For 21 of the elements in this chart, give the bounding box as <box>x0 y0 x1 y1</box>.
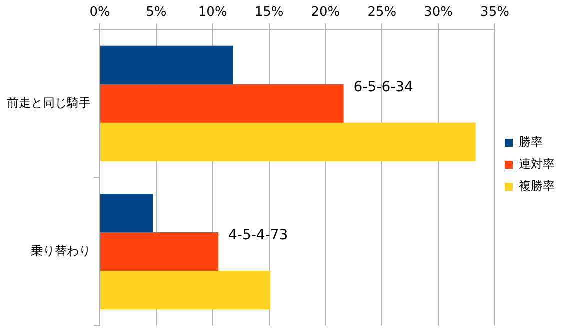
x-tick-label: 10% <box>198 5 228 20</box>
legend-label: 勝率 <box>519 135 543 150</box>
bar <box>100 232 218 272</box>
bar <box>100 46 234 84</box>
legend-label: 連対率 <box>519 157 555 172</box>
bar <box>100 84 344 123</box>
x-tick-label: 30% <box>424 5 454 20</box>
bar <box>100 122 476 162</box>
bar <box>100 271 270 310</box>
x-tick-label: 25% <box>368 5 397 20</box>
annotation: 4-5-4-73 <box>228 227 288 244</box>
x-tick-label: 20% <box>311 5 340 20</box>
x-tick-label: 35% <box>480 5 510 20</box>
x-tick-label: 0% <box>90 5 110 20</box>
x-tick-label: 5% <box>146 5 167 20</box>
x-tick-label: 15% <box>254 5 284 20</box>
legend-label: 複勝率 <box>519 179 555 194</box>
bar <box>100 194 154 232</box>
annotation: 6-5-6-34 <box>354 79 414 96</box>
y-tick-label: 乗り替わり <box>31 244 91 258</box>
y-tick-label: 前走と同じ騎手 <box>7 96 91 110</box>
